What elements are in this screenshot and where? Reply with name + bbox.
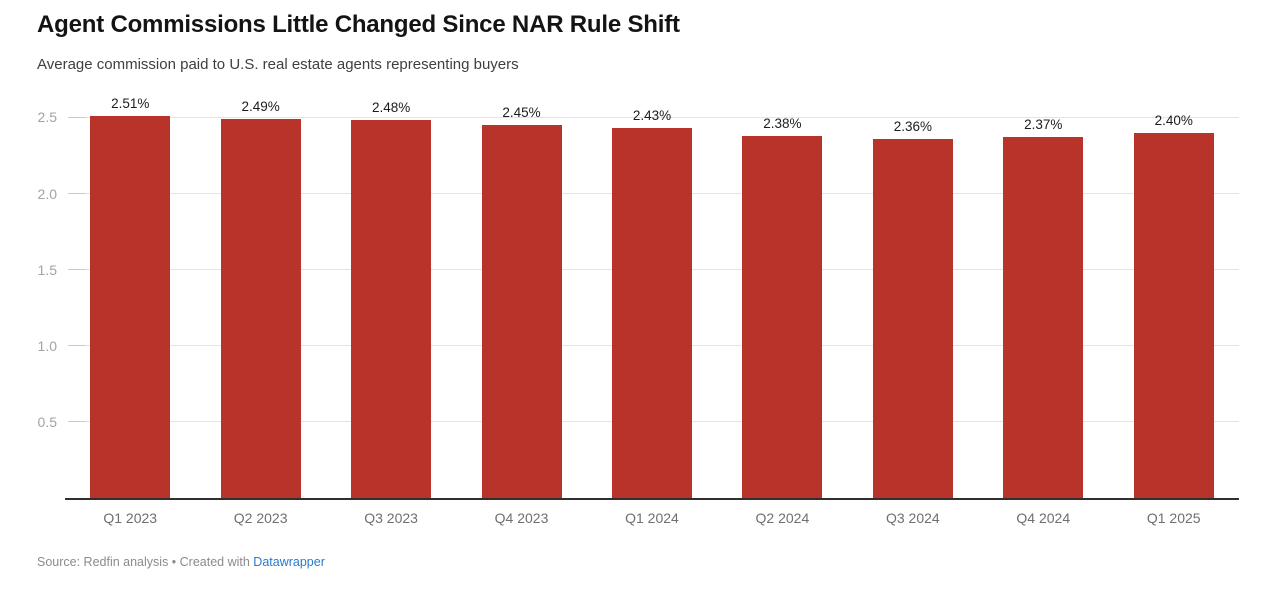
bar-q3-2023[interactable] [351,120,432,498]
x-axis-label: Q1 2023 [103,510,158,526]
bar-value-label: 2.37% [1024,117,1063,133]
attribution: Source: Redfin analysis • Created with D… [37,555,325,569]
chart-title: Agent Commissions Little Changed Since N… [37,11,680,38]
y-axis-tick [68,193,86,195]
y-axis-tick-label: 2.5 [37,109,57,126]
x-axis: Q1 2023 Q2 2023 Q3 2023 Q4 2023 Q1 2024 Q2 20… [65,502,1239,526]
x-axis-label: Q1 2025 [1146,510,1201,526]
x-axis-label: Q4 2023 [494,510,549,526]
bar-column: 2.48% [326,92,456,498]
bar-value-label: 2.51% [111,95,150,111]
bar-column: 2.37% [978,92,1108,498]
datawrapper-link[interactable]: Datawrapper [253,555,325,569]
bar-q1-2023[interactable] [90,115,171,498]
bar-q1-2025[interactable] [1133,132,1214,498]
x-axis-label: Q2 2024 [755,510,810,526]
bar-value-label: 2.38% [763,115,802,131]
bar-column: 2.51% [65,92,195,498]
bar-value-label: 2.45% [502,105,541,121]
bar-value-label: 2.40% [1154,112,1193,128]
x-axis-label: Q3 2024 [885,510,940,526]
y-axis-tick [68,269,86,271]
source-text: Source: Redfin analysis • Created with [37,555,254,569]
y-axis-tick-label: 1.5 [37,261,57,278]
bar-column: 2.36% [848,92,978,498]
bar-value-label: 2.43% [632,108,672,124]
bar-column: 2.45% [456,92,586,498]
bar-q1-2024[interactable] [611,128,692,498]
y-axis-tick [68,421,86,423]
y-axis-tick-label: 1.0 [37,337,57,354]
bar-q4-2023[interactable] [481,125,562,498]
bar-q2-2024[interactable] [742,135,823,498]
x-axis-label: Q2 2023 [233,510,288,526]
y-axis-tick [68,116,86,118]
bar-q2-2023[interactable] [220,118,301,498]
bar-value-label: 2.48% [371,100,411,116]
x-axis-label: Q1 2024 [625,510,679,526]
gridline [68,116,1239,118]
bar-column: 2.49% [195,92,325,498]
bar-chart-plot-area: 0.5 1.0 1.5 2.0 2.5 2.51% 2.49% 2.48% 2.45% 2.43%… [38,92,1239,500]
x-axis-label: Q3 2023 [364,510,418,526]
bar-value-label: 2.36% [893,118,932,134]
bar-q4-2024[interactable] [1003,137,1084,498]
y-axis-tick-label: 2.0 [37,185,57,202]
x-axis-label: Q4 2024 [1016,510,1071,526]
bar-column: 2.38% [717,92,847,498]
y-axis-tick [68,345,86,347]
chart-subtitle: Average commission paid to U.S. real est… [37,56,519,73]
y-axis-tick-label: 0.5 [37,413,57,430]
bar-value-label: 2.49% [241,98,280,114]
bar-column: 2.43% [587,92,717,498]
bar-column: 2.40% [1109,92,1239,498]
bar-q3-2024[interactable] [872,138,953,498]
bar-columns: 2.51% 2.49% 2.48% 2.45% 2.43% 2.38% 2.36% 2.37%… [65,92,1239,498]
